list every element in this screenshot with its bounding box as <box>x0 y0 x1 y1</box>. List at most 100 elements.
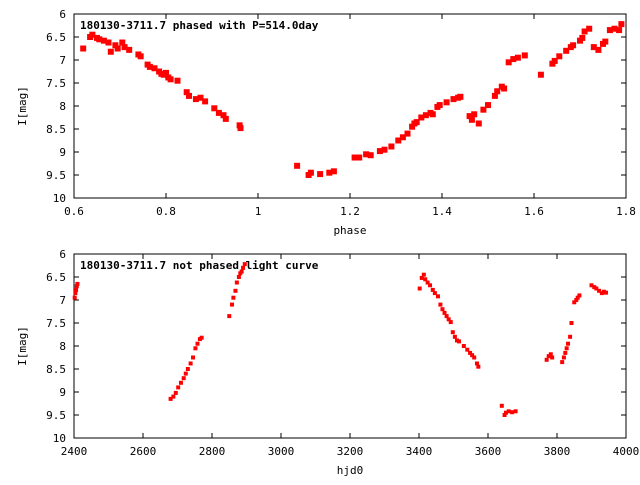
data-point <box>100 37 107 44</box>
data-point <box>466 113 473 120</box>
y-tick-label: 7.5 <box>46 77 66 90</box>
y-tick-label: 9.5 <box>46 169 66 182</box>
y-tick-label: 9 <box>59 386 66 399</box>
data-point <box>73 291 78 296</box>
data-point <box>237 125 244 132</box>
bottom-chart-title: 180130-3711.7 not phased light curve <box>80 259 319 272</box>
x-tick-label: 3400 <box>406 445 433 458</box>
data-point <box>575 295 580 300</box>
data-point <box>317 171 324 178</box>
data-point <box>399 134 406 141</box>
data-point <box>168 396 173 401</box>
y-tick-label: 9 <box>59 146 66 159</box>
data-point <box>75 281 80 286</box>
data-point <box>594 286 599 291</box>
data-point <box>192 96 199 103</box>
data-point <box>231 295 236 300</box>
data-point <box>107 48 114 55</box>
data-point <box>606 27 613 34</box>
data-point <box>239 269 244 274</box>
data-point <box>586 25 593 32</box>
data-point <box>404 130 411 137</box>
data-point <box>448 320 453 325</box>
x-tick-label: 1 <box>255 205 262 218</box>
data-point <box>570 42 577 49</box>
data-point <box>421 272 426 277</box>
y-tick-label: 8.5 <box>46 363 66 376</box>
bottom-plot-frame <box>73 253 627 439</box>
data-point <box>514 54 521 61</box>
data-point <box>193 346 198 351</box>
data-point <box>195 341 200 346</box>
x-tick-label: 1.8 <box>616 205 636 218</box>
data-point <box>167 76 174 83</box>
y-tick-label: 6 <box>59 248 66 261</box>
data-point <box>551 57 558 64</box>
data-point <box>183 371 188 376</box>
data-point <box>468 116 475 123</box>
data-point <box>234 280 239 285</box>
data-point <box>485 102 491 109</box>
data-point <box>388 143 395 150</box>
y-tick-label: 10 <box>53 432 66 445</box>
data-point <box>417 286 422 291</box>
x-tick-label: 1.6 <box>524 205 544 218</box>
data-point <box>577 293 582 298</box>
data-point <box>521 52 528 59</box>
data-point <box>563 47 570 54</box>
y-tick-label: 6.5 <box>46 31 66 44</box>
data-point <box>442 310 447 315</box>
x-tick-label: 3000 <box>268 445 295 458</box>
data-point <box>474 361 479 366</box>
y-tick-label: 8 <box>59 340 66 353</box>
data-point <box>470 353 475 358</box>
x-tick-label: 2600 <box>130 445 157 458</box>
data-point <box>454 338 459 343</box>
data-point <box>330 168 337 175</box>
data-point <box>446 317 451 322</box>
data-point <box>163 69 169 76</box>
data-point <box>589 283 594 288</box>
data-point <box>119 39 126 46</box>
data-point <box>114 45 121 52</box>
data-point <box>413 119 420 126</box>
data-point <box>121 44 128 51</box>
data-point <box>96 36 103 43</box>
data-point <box>105 39 112 46</box>
data-point <box>176 385 181 390</box>
data-point <box>126 46 133 53</box>
data-point <box>450 96 457 103</box>
y-tick-label: 6 <box>59 8 66 21</box>
data-point <box>174 77 181 84</box>
data-point <box>574 298 579 302</box>
data-point <box>241 265 246 270</box>
data-point <box>501 85 508 92</box>
data-point <box>188 361 193 366</box>
data-point <box>425 280 430 285</box>
x-tick-label: 3200 <box>337 445 364 458</box>
data-point <box>199 335 204 340</box>
x-tick-label: 3600 <box>475 445 502 458</box>
data-point <box>418 114 425 121</box>
data-point <box>569 321 574 325</box>
data-point <box>197 94 204 101</box>
data-point <box>356 154 363 161</box>
data-point <box>419 275 424 280</box>
top-plot-frame <box>73 13 627 199</box>
data-point <box>294 162 301 169</box>
data-point <box>597 288 602 293</box>
data-point <box>513 409 518 414</box>
bottom-x-axis-label: hjd0 <box>337 464 364 477</box>
data-point <box>566 341 571 346</box>
x-tick-label: 0.8 <box>156 205 176 218</box>
y-tick-label: 10 <box>53 192 66 205</box>
data-point <box>572 300 577 305</box>
y-tick-label: 8 <box>59 100 66 113</box>
data-point <box>80 45 87 52</box>
data-point <box>112 42 119 49</box>
data-point <box>428 283 433 288</box>
data-point <box>74 287 79 292</box>
data-point <box>181 376 186 381</box>
data-point <box>202 98 209 105</box>
